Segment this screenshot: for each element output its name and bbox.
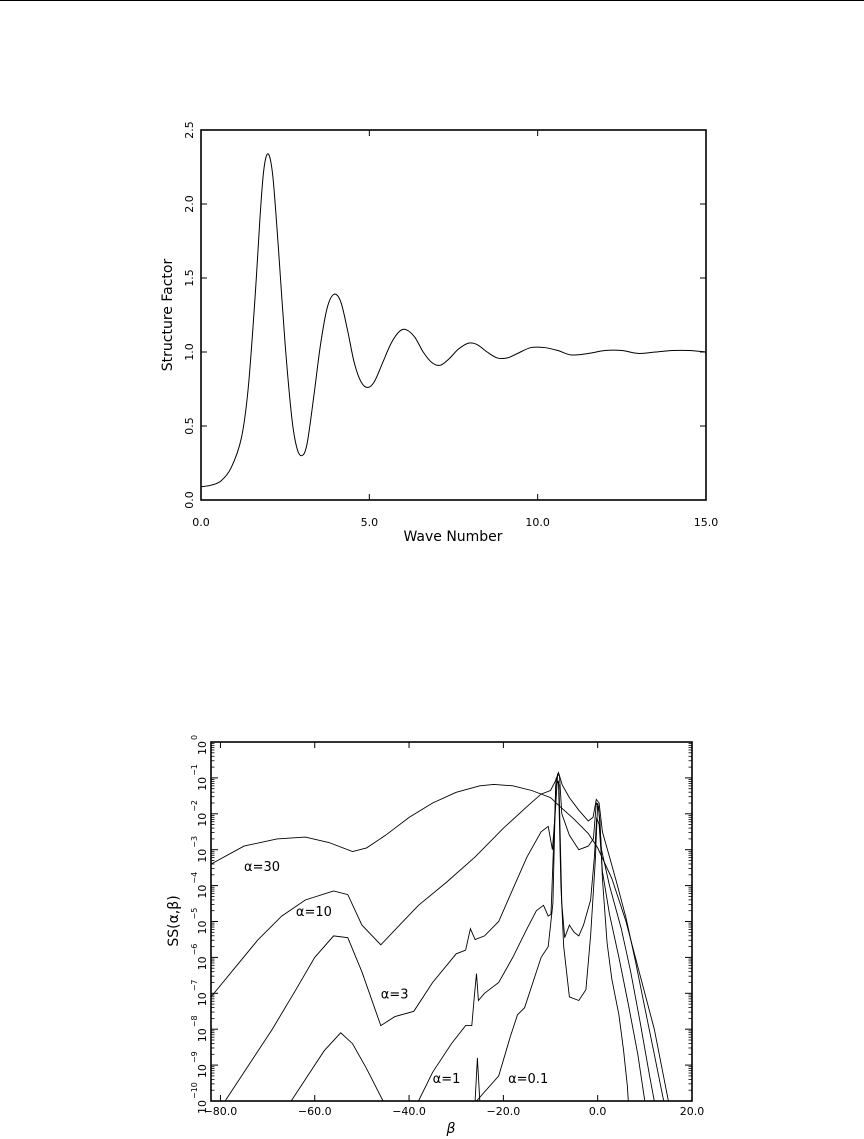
y-tick-base: 10 (196, 1100, 209, 1114)
y-tick-label: 10−2 (190, 800, 209, 827)
curve-label: α=1 (433, 1072, 461, 1087)
y-tick-base: 10 (196, 921, 209, 935)
x-axis-label: β (446, 1121, 456, 1137)
x-tick-labels: −80.0 −60.0 −40.0 −20.0 0.0 20.0 (204, 1105, 705, 1118)
y-tick-label: 10−1 (190, 764, 209, 791)
y-tick-labels: 0.0 0.5 1.0 1.5 2.0 2.5 (183, 121, 196, 509)
y-tick-base: 10 (196, 956, 209, 970)
y-tick-label: 10−6 (190, 944, 209, 971)
series-line (290, 1032, 384, 1101)
curve-labels: α=30 α=10 α=3 α=1 α=0.1 (244, 860, 548, 1087)
y-tick-exponent: −7 (190, 980, 199, 992)
page-top-rule (0, 0, 864, 1)
series-line (211, 783, 669, 1101)
x-tick-label: 5.0 (361, 516, 379, 529)
structure-factor-chart: 0.0 5.0 10.0 15.0 0.0 0.5 1.0 1.5 2.0 2.5 Wave N… (160, 121, 718, 545)
y-tick-base: 10 (196, 741, 209, 755)
tick-marks (200, 129, 707, 501)
series-line (211, 771, 665, 1101)
y-axis-label: Structure Factor (160, 259, 176, 372)
y-tick-base: 10 (196, 1028, 209, 1042)
y-tick-label: 10−3 (190, 836, 209, 863)
y-tick-base: 10 (196, 885, 209, 899)
series-line (224, 773, 655, 1101)
y-tick-label: 10−10 (190, 1082, 209, 1114)
curve-label: α=3 (381, 988, 409, 1003)
x-tick-label: −80.0 (204, 1105, 238, 1118)
y-tick-label: 10−9 (190, 1051, 209, 1078)
y-tick-exponent: −2 (190, 800, 199, 812)
y-tick-base: 10 (196, 992, 209, 1006)
y-tick-exponent: −3 (190, 836, 199, 848)
curve-label: α=0.1 (508, 1072, 548, 1087)
y-tick-labels: 10−1010−910−810−710−610−510−410−310−210−… (190, 735, 209, 1114)
y-tick-exponent: −5 (190, 908, 199, 920)
y-tick-label: 10−5 (190, 908, 209, 935)
y-tick-base: 10 (196, 813, 209, 827)
series-line (474, 1057, 481, 1101)
y-tick-label: 2.0 (183, 195, 196, 213)
structure-factor-curve (200, 153, 707, 488)
y-tick-exponent: −6 (190, 944, 199, 956)
y-tick-label: 10−4 (190, 872, 209, 899)
curve-label: α=10 (296, 905, 332, 920)
x-tick-label: 15.0 (694, 516, 719, 529)
series-line (476, 780, 629, 1101)
plot-frame (200, 129, 707, 501)
curve-label: α=30 (244, 860, 280, 875)
y-axis-label: SS(α,β) (166, 895, 182, 946)
y-tick-exponent: 0 (190, 735, 199, 740)
y-tick-label: 1.5 (183, 269, 196, 287)
y-tick-label: 0.5 (183, 417, 196, 435)
curves (211, 771, 669, 1101)
tick-marks (211, 741, 693, 1102)
x-tick-labels: 0.0 5.0 10.0 15.0 (192, 516, 718, 529)
x-tick-label: −40.0 (392, 1105, 426, 1118)
x-tick-label: −20.0 (487, 1105, 521, 1118)
y-tick-base: 10 (196, 777, 209, 791)
y-tick-label: 0.0 (183, 491, 196, 509)
x-tick-label: −60.0 (298, 1105, 332, 1118)
y-tick-exponent: −10 (190, 1082, 199, 1099)
x-tick-label: 20.0 (680, 1105, 705, 1118)
series-line (418, 777, 646, 1101)
y-tick-exponent: −9 (190, 1051, 199, 1063)
x-tick-label: 10.0 (525, 516, 550, 529)
y-tick-base: 10 (196, 849, 209, 863)
plot-frame (210, 741, 693, 1102)
y-tick-label: 100 (190, 735, 209, 755)
y-tick-label: 10−8 (190, 1015, 209, 1042)
x-tick-label: 0.0 (192, 516, 210, 529)
y-tick-exponent: −8 (190, 1015, 199, 1027)
y-tick-exponent: −1 (190, 764, 199, 776)
x-tick-label: 0.0 (589, 1105, 607, 1118)
y-tick-label: 10−7 (190, 980, 209, 1007)
y-tick-exponent: −4 (190, 872, 199, 884)
y-tick-label: 2.5 (183, 121, 196, 139)
y-tick-base: 10 (196, 1064, 209, 1078)
y-tick-label: 1.0 (183, 343, 196, 361)
x-axis-label: Wave Number (403, 529, 502, 545)
